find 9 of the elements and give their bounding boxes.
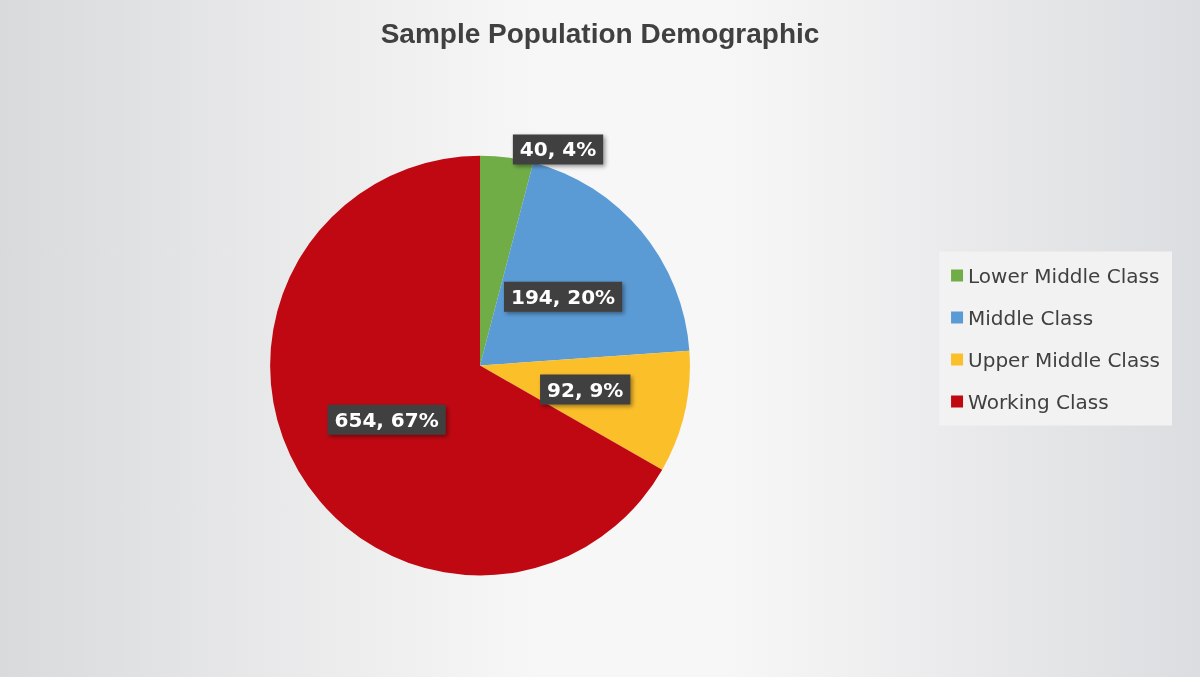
data-label: 40, 4% [519, 137, 597, 162]
data-label: 92, 9% [547, 377, 624, 402]
legend-label: Working Class [968, 389, 1109, 414]
legend-label: Lower Middle Class [968, 263, 1160, 288]
legend-label: Upper Middle Class [968, 347, 1160, 372]
chart-title: Sample Population Demographic [380, 17, 820, 49]
data-label: 654, 67% [334, 407, 439, 432]
data-label: 194, 20% [510, 284, 616, 309]
legend-label: Middle Class [968, 305, 1094, 330]
